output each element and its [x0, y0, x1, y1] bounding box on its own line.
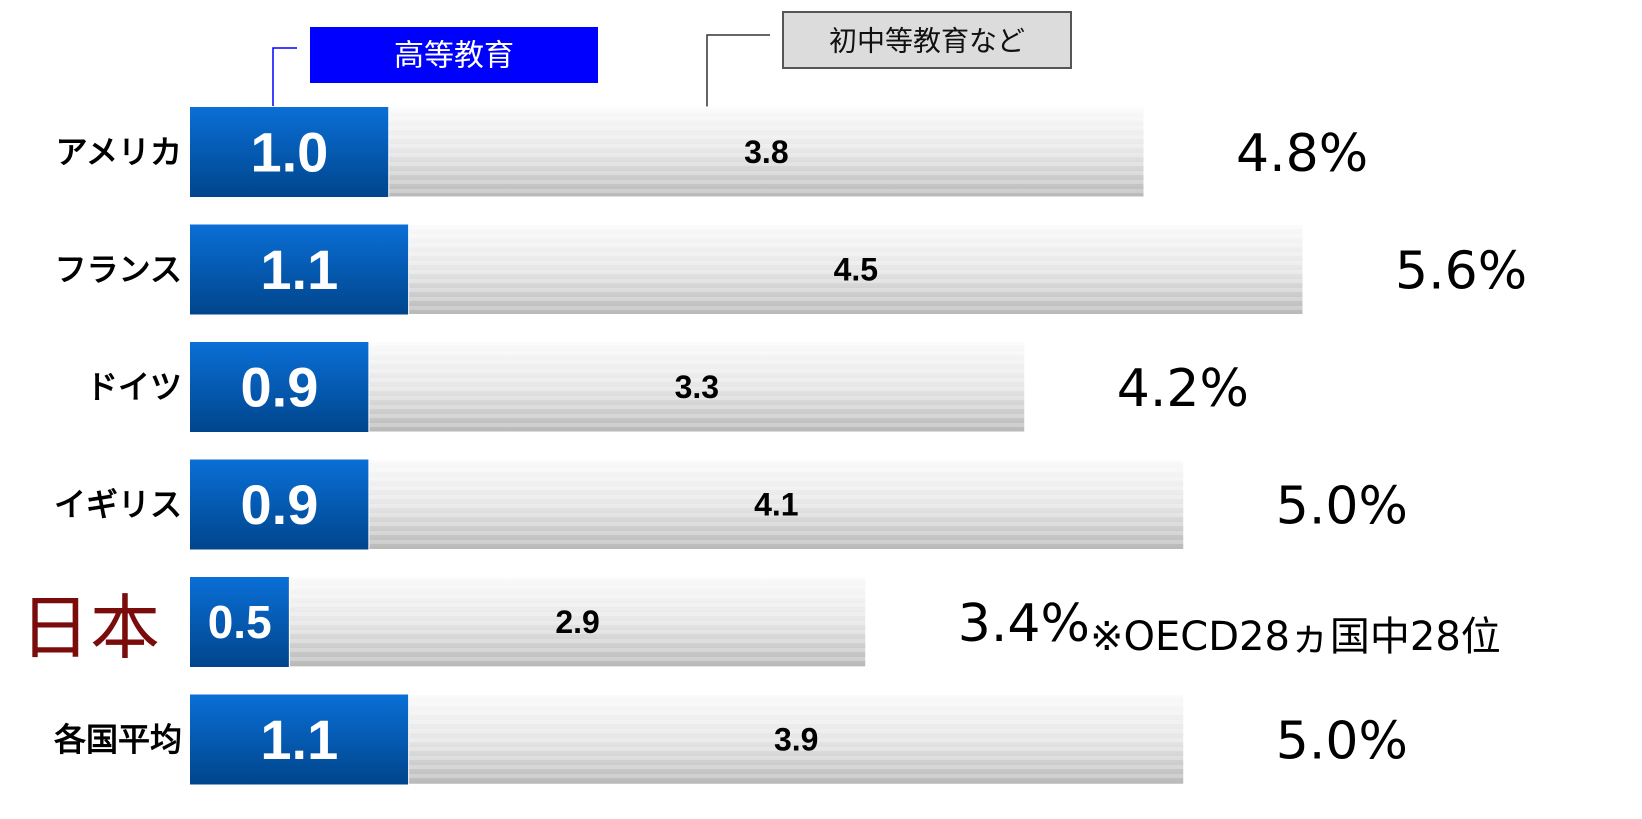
legend: 高等教育 初中等教育など: [272, 11, 1072, 125]
total-label: 5.6%: [1395, 242, 1527, 302]
value-label: 1.1: [260, 708, 338, 771]
bar-stripes: [368, 459, 1184, 550]
bar-segment: [190, 694, 409, 785]
bar-segment: [190, 224, 409, 315]
value-label: 3.9: [774, 722, 818, 758]
total-label: 4.2%: [1117, 359, 1249, 419]
annotation: ※OECD28ヵ国中28位: [1090, 614, 1501, 660]
value-label: 3.3: [675, 369, 719, 405]
category-label: 各国平均: [54, 721, 182, 759]
category-label: 日本: [20, 587, 160, 669]
legend-swatch: [310, 27, 598, 83]
total-label: 3.4%: [958, 594, 1090, 654]
value-label: 4.5: [834, 252, 878, 288]
value-label: 1.1: [260, 238, 338, 301]
bar-stripes: [289, 577, 866, 667]
category-label: アメリカ: [56, 133, 182, 171]
bar-segment: [190, 342, 369, 432]
value-label: 1.0: [250, 121, 328, 184]
bar-stripes: [408, 224, 1303, 315]
bar-stripes: [388, 107, 1144, 197]
bar-stripes: [368, 342, 1025, 432]
total-label: 5.0%: [1276, 712, 1408, 772]
value-label: 3.8: [744, 134, 788, 170]
legend-label: 高等教育: [394, 39, 514, 74]
legend-label: 初中等教育など: [829, 25, 1025, 58]
value-label: 0.5: [208, 596, 272, 648]
category-label: ドイツ: [86, 368, 182, 406]
bar-stripes: [408, 694, 1184, 785]
total-label: 4.8%: [1236, 124, 1368, 184]
total-label: 5.0%: [1276, 477, 1408, 537]
bar-segment: [190, 577, 290, 667]
bar-segment: [190, 107, 389, 197]
category-label: イギリス: [54, 486, 182, 524]
legend-connector: [272, 47, 297, 106]
category-label: フランス: [55, 251, 182, 289]
value-label: 4.1: [754, 487, 798, 523]
legend-connector: [706, 34, 770, 125]
value-label: 2.9: [555, 604, 599, 640]
value-label: 0.9: [241, 356, 319, 419]
bar-segment: [190, 459, 369, 550]
value-label: 0.9: [241, 473, 319, 536]
legend-swatch: [782, 11, 1072, 69]
